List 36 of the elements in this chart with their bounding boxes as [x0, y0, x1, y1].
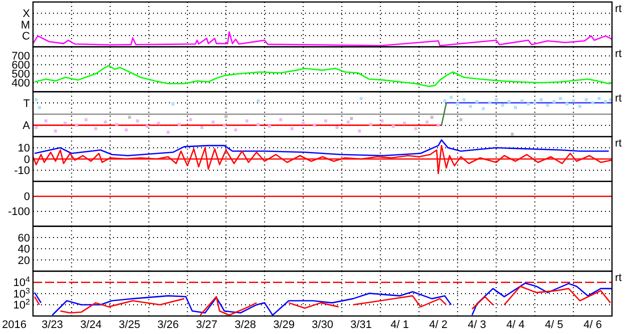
y-tick-label: 60 — [18, 232, 30, 244]
y-tick-label: 20 — [18, 254, 30, 267]
y-tick-label: 40 — [18, 244, 30, 256]
x-tick-label: 3/31 — [350, 319, 372, 331]
x-tick-label: 3/25 — [118, 319, 140, 331]
y-tick-label: 0 — [24, 154, 30, 166]
x-tick-label: 3/28 — [234, 319, 256, 331]
x-tick-label: 3/24 — [80, 319, 102, 331]
x-tick-label: 3/30 — [312, 319, 334, 331]
y-tick-label: 10 — [18, 142, 30, 155]
y-tick-label: 10$^{2}$ — [13, 297, 31, 312]
y-tick-label: -10 — [14, 165, 30, 178]
text: rt — [615, 138, 622, 150]
x-tick-label: 4/ 1 — [390, 319, 409, 331]
x-tick-label: 3/27 — [196, 319, 218, 331]
x-tick-label: 4/ 3 — [468, 319, 486, 331]
x-tick-label: 3/26 — [157, 319, 179, 331]
text: M — [20, 19, 30, 32]
text: rt — [615, 48, 622, 60]
x-tick-label: 3/23 — [42, 319, 64, 331]
y-tick-label: 0 — [24, 191, 30, 204]
text: C — [22, 30, 30, 42]
x-tick-label: 4/ 4 — [506, 319, 525, 331]
y-tick-label: 400 — [12, 78, 30, 90]
text: rt — [615, 272, 622, 284]
x-axis-title: 2016 — [2, 319, 26, 331]
y-tick-label: -100 — [8, 206, 30, 218]
x-tick-label: 4/ 6 — [584, 319, 602, 331]
x-tick-label: 3/29 — [273, 319, 295, 331]
x-tick-label: 4/ 5 — [544, 319, 564, 331]
text: rt — [615, 92, 622, 105]
text: A — [22, 120, 31, 132]
text: T — [23, 98, 30, 110]
text: X — [22, 8, 31, 20]
text: rt — [615, 3, 622, 15]
x-tick-label: 4/ 2 — [429, 319, 448, 331]
